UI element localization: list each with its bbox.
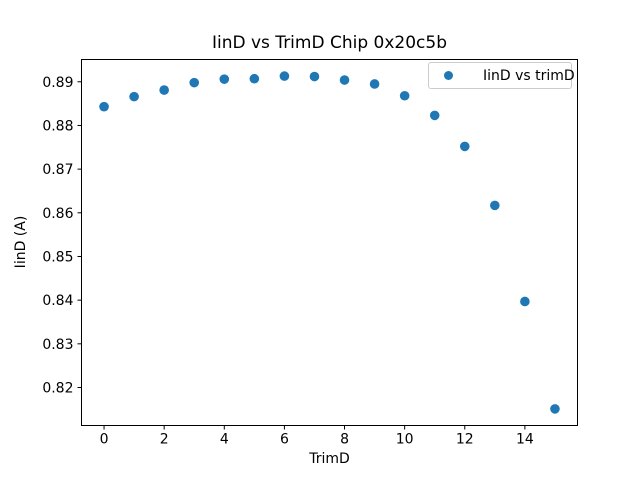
y-tick-label: 0.84 — [42, 293, 73, 309]
data-point — [399, 90, 410, 101]
data-point — [520, 296, 530, 307]
x-tick-label: 6 — [280, 432, 289, 448]
legend-marker-icon — [444, 71, 453, 80]
x-tick-label: 14 — [516, 432, 534, 448]
x-tick-label: 8 — [340, 432, 349, 448]
y-tick-label: 0.83 — [42, 337, 73, 353]
data-point — [189, 77, 200, 88]
axes-frame — [81, 59, 578, 426]
data-point — [309, 71, 320, 82]
y-tick-label: 0.82 — [42, 381, 73, 397]
x-tick-label: 0 — [100, 432, 109, 448]
data-point — [159, 85, 169, 95]
chart-title: IinD vs TrimD Chip 0x20c5b — [211, 33, 447, 53]
y-tick-label: 0.85 — [42, 249, 73, 265]
y-tick-label: 0.88 — [42, 118, 73, 134]
data-point — [429, 110, 440, 121]
data-point — [279, 71, 290, 81]
data-point — [219, 74, 230, 84]
legend-label: IinD vs trimD — [483, 67, 575, 84]
data-point — [339, 75, 350, 85]
x-tick-label: 10 — [396, 432, 414, 448]
x-tick-label: 2 — [160, 432, 169, 448]
data-point — [99, 101, 109, 112]
x-axis-label: TrimD — [309, 451, 350, 467]
data-point — [550, 404, 560, 414]
y-tick-label: 0.86 — [42, 206, 73, 222]
data-point — [129, 91, 139, 102]
y-tick-label: 0.87 — [42, 162, 73, 178]
data-point — [249, 73, 260, 84]
x-tick-label: 4 — [220, 432, 229, 448]
y-tick-label: 0.89 — [42, 75, 73, 91]
legend: IinD vs trimD — [428, 62, 575, 89]
data-point — [490, 200, 500, 211]
y-axis-label: IinD (A) — [13, 215, 29, 269]
data-point — [459, 141, 470, 152]
data-point — [369, 79, 380, 89]
x-tick-label: 12 — [456, 432, 474, 448]
